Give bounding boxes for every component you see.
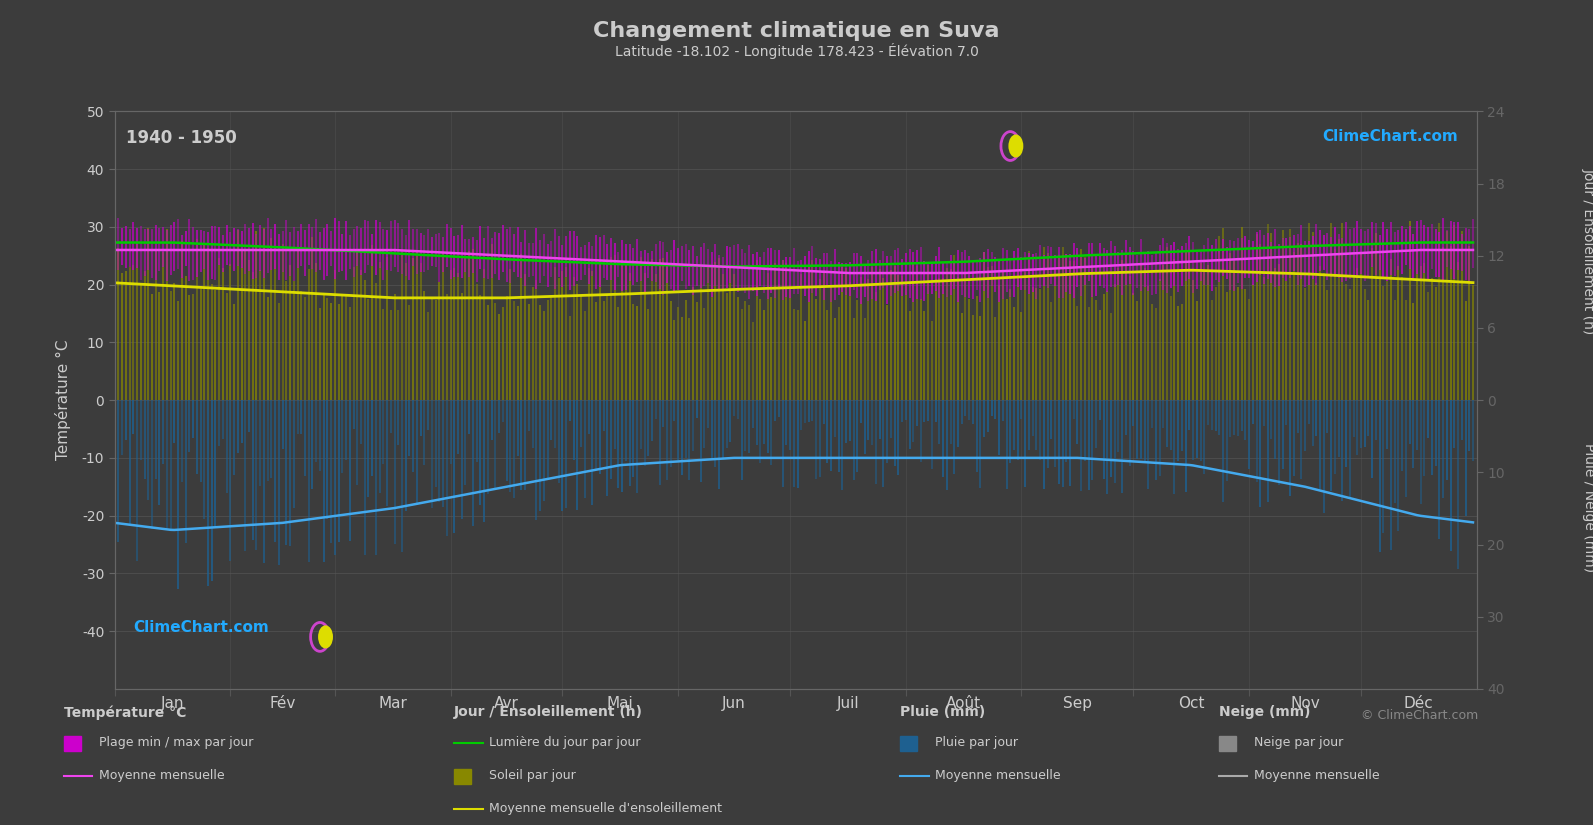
- Text: Pluie (mm): Pluie (mm): [900, 705, 986, 719]
- Text: ClimeChart.com: ClimeChart.com: [1322, 129, 1458, 144]
- Text: Moyenne mensuelle d'ensoleillement: Moyenne mensuelle d'ensoleillement: [489, 802, 722, 815]
- Text: Neige (mm): Neige (mm): [1219, 705, 1309, 719]
- Text: Moyenne mensuelle: Moyenne mensuelle: [99, 769, 225, 782]
- Text: Pluie / Neige (mm): Pluie / Neige (mm): [1582, 443, 1593, 572]
- Text: Moyenne mensuelle: Moyenne mensuelle: [935, 769, 1061, 782]
- Text: Jour / Ensoleillement (h): Jour / Ensoleillement (h): [454, 705, 644, 719]
- Text: © ClimeChart.com: © ClimeChart.com: [1360, 709, 1478, 722]
- Text: Neige par jour: Neige par jour: [1254, 736, 1343, 749]
- Text: ClimeChart.com: ClimeChart.com: [134, 620, 269, 634]
- Text: Lumière du jour par jour: Lumière du jour par jour: [489, 736, 640, 749]
- Circle shape: [319, 625, 333, 648]
- Circle shape: [1008, 134, 1023, 158]
- Text: Moyenne mensuelle: Moyenne mensuelle: [1254, 769, 1380, 782]
- Text: Latitude -18.102 - Longitude 178.423 - Élévation 7.0: Latitude -18.102 - Longitude 178.423 - É…: [615, 43, 978, 59]
- Text: 1940 - 1950: 1940 - 1950: [126, 129, 237, 147]
- Text: Pluie par jour: Pluie par jour: [935, 736, 1018, 749]
- Text: Température °C: Température °C: [64, 705, 186, 720]
- Text: Plage min / max par jour: Plage min / max par jour: [99, 736, 253, 749]
- Text: Changement climatique en Suva: Changement climatique en Suva: [593, 21, 1000, 40]
- Y-axis label: Température °C: Température °C: [54, 340, 70, 460]
- Text: Jour / Ensoleillement (h): Jour / Ensoleillement (h): [1582, 168, 1593, 335]
- Text: Soleil par jour: Soleil par jour: [489, 769, 575, 782]
